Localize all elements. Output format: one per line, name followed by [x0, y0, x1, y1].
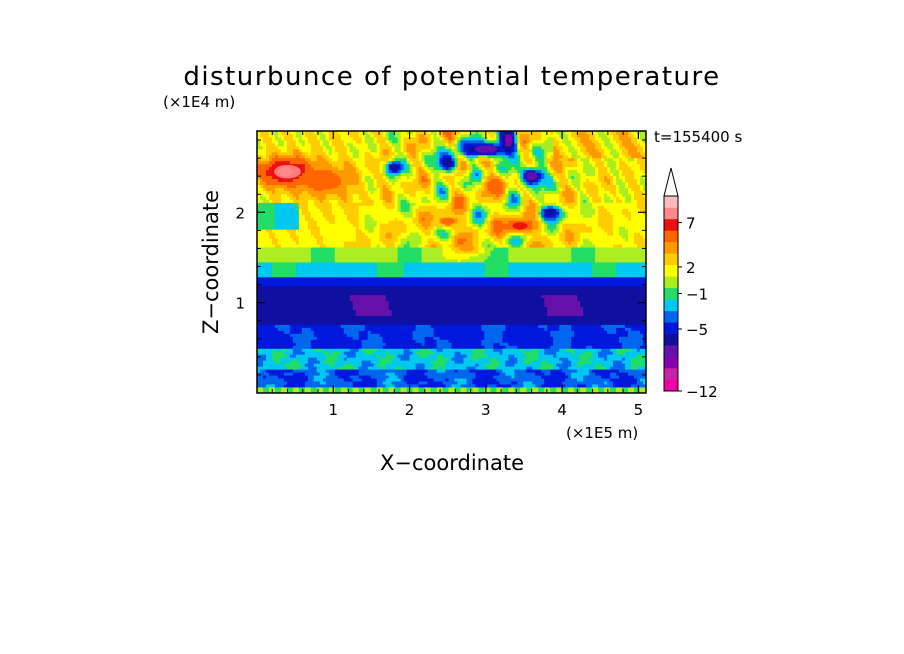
field-feature — [274, 164, 301, 179]
colorbar-tick-label: −12 — [686, 383, 718, 401]
field-feature — [459, 245, 475, 252]
field-feature — [487, 180, 500, 190]
colorbar-swatch — [664, 276, 678, 289]
colorbar-swatch — [664, 207, 678, 220]
x-tick-label: 1 — [329, 401, 339, 419]
colorbar-swatch — [664, 356, 678, 369]
colorbar-swatch — [664, 379, 678, 392]
colorbar-swatch — [664, 368, 678, 380]
colorbar-swatch — [664, 253, 678, 266]
colorbar-swatch — [664, 333, 678, 346]
colorbar-swatch — [664, 299, 678, 312]
colorbar-tick-label: −5 — [686, 321, 708, 339]
field-feature — [440, 217, 455, 225]
y-tick-label: 2 — [235, 204, 245, 222]
field-feature — [525, 171, 538, 181]
colorbar-swatch — [664, 196, 678, 208]
colorbar-swatch — [664, 345, 678, 357]
colorbar-swatch — [664, 310, 678, 323]
field-feature — [443, 158, 453, 168]
y-axis: 12 — [235, 139, 646, 376]
colorbar-swatch — [664, 230, 678, 243]
colorbar-tick-label: −1 — [686, 286, 708, 304]
x-tick-label: 4 — [557, 401, 567, 419]
colorbar-tick-label: 2 — [686, 259, 696, 277]
y-unit-label: (×1E4 m) — [163, 93, 235, 111]
colorbar-swatch — [664, 287, 678, 300]
y-tick-label: 1 — [235, 295, 245, 313]
field-feature — [310, 171, 341, 190]
colorbar-swatch — [664, 264, 678, 277]
y-axis-label: Z−coordinate — [199, 190, 223, 334]
time-label: t=155400 s — [654, 128, 742, 146]
field-feature — [512, 222, 528, 230]
field-feature — [544, 208, 557, 216]
field-feature — [474, 145, 498, 153]
plot-area — [257, 131, 646, 393]
colorbar-extend-arrow — [663, 167, 679, 197]
field-feature — [390, 163, 399, 171]
chart-title: disturbunce of potential temperature — [183, 62, 720, 92]
plot-frame — [256, 130, 647, 394]
colorbar-swatch — [664, 322, 678, 334]
field-feature — [504, 134, 513, 146]
colorbar-swatch — [664, 218, 678, 231]
x-tick-label: 2 — [405, 401, 415, 419]
colorbar-tick-label: 7 — [686, 215, 696, 233]
x-axis: 1 2 3 4 5 — [271, 131, 644, 419]
x-unit-label: (×1E5 m) — [566, 424, 638, 442]
x-axis-label: X−coordinate — [380, 451, 524, 475]
x-tick-label: 5 — [634, 401, 644, 419]
x-tick-label: 3 — [481, 401, 491, 419]
colorbar-swatch — [664, 241, 678, 254]
colorbar: −12−5−127 — [663, 167, 718, 401]
